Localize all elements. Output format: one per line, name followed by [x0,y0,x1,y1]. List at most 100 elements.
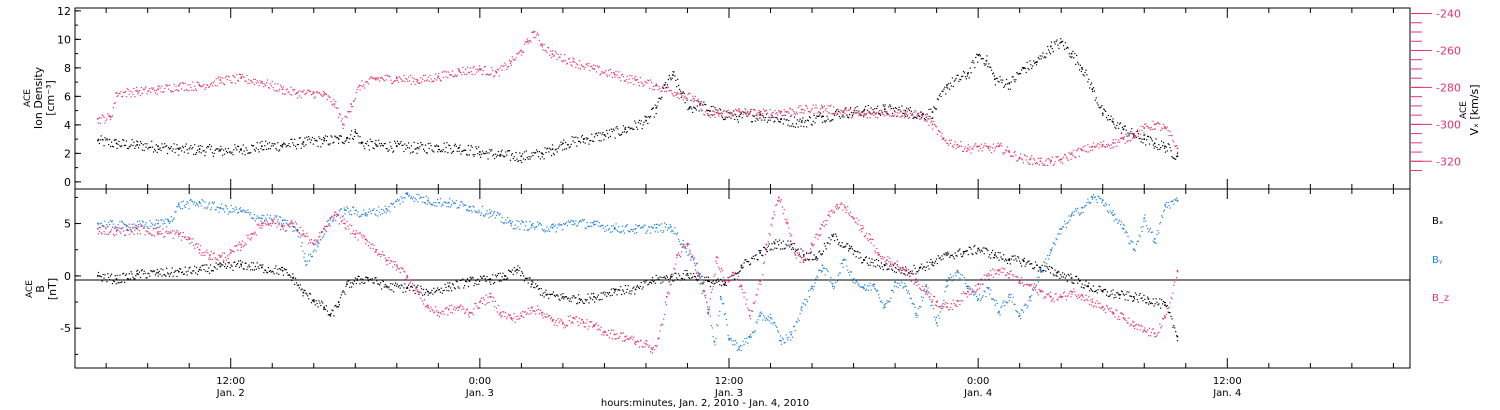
top-density-point [364,148,366,150]
bottom-b-point [737,348,740,350]
top-velocity-point [607,69,610,71]
top-velocity-point [697,98,699,100]
bottom-b-point [189,199,191,201]
top-density-point [395,145,398,147]
top-density-point [593,136,596,138]
top-density-point [1146,139,1148,141]
top-density-point [151,140,153,142]
bottom-b-point [623,293,626,295]
bottom-b-point [178,271,180,273]
top-velocity-point [704,114,706,116]
bottom-b-point [238,266,241,268]
bottom-b-point [551,293,554,295]
top-density-point [522,158,525,160]
top-velocity-point [158,85,160,87]
bottom-b-point [342,290,344,292]
bottom-b-point [628,231,630,233]
top-density-point [877,113,880,115]
bottom-b-point [97,275,99,277]
top-density-point [472,153,474,156]
bottom-b-point [811,285,813,288]
bottom-b-point [267,223,270,225]
bottom-b-point [759,250,761,252]
bottom-b-point [309,293,312,295]
top-velocity-point [432,80,434,82]
bottom-b-point [1033,267,1036,269]
top-velocity-point [892,115,895,117]
top-velocity-point [598,65,600,68]
bottom-b-point [1087,285,1089,288]
bottom-b-point [318,242,320,245]
top-velocity-point [236,74,238,76]
bottom-b-point [288,223,290,225]
top-density-point [419,146,421,148]
top-velocity-point [184,82,186,85]
bottom-b-point [1062,276,1065,278]
top-density-point [575,136,577,138]
bottom-b-point [920,296,923,298]
top-density-point [929,115,931,118]
top-velocity-point [948,144,950,146]
bottom-b-point [360,215,362,217]
bottom-b-point [125,229,128,231]
bottom-b-point [602,224,604,226]
bottom-b-point [434,291,436,293]
top-velocity-point [754,109,756,112]
top-density-point [738,115,741,118]
bottom-b-point [427,197,429,199]
bottom-b-point [918,269,920,271]
bottom-b-point [321,231,323,234]
top-velocity-point [127,89,129,91]
top-velocity-point [910,114,912,117]
top-velocity-point [144,87,146,89]
bottom-b-point [737,272,740,274]
top-density-point [754,120,756,122]
top-density-point [163,146,165,148]
bottom-b-point [880,300,882,302]
top-density-point [1105,116,1108,119]
top-velocity-point [1018,156,1021,159]
bottom-b-point [531,223,533,226]
top-density-point [798,120,800,122]
bottom-b-point [215,262,217,264]
top-velocity-point [1122,137,1124,139]
top-density-point [1020,69,1023,71]
top-velocity-point [749,113,751,115]
bottom-b-point [120,227,122,229]
top-velocity-point [365,81,368,83]
top-density-point [424,144,427,146]
top-density-point [371,140,373,143]
bottom-b-point [1155,298,1157,300]
bottom-b-point [927,287,929,289]
bottom-b-point [908,272,911,274]
bottom-b-point [764,248,767,250]
bottom-b-point [860,256,862,259]
bottom-b-point [637,286,640,289]
bottom-b-point [948,277,950,279]
bottom-b-point [1040,271,1042,273]
top-density-point [516,158,518,160]
top-density-point [1099,107,1101,109]
top-density-point [731,112,733,114]
top-velocity-point [702,105,704,107]
top-density-point [234,144,236,146]
top-velocity-point [349,111,351,113]
top-velocity-point [102,115,104,117]
top-velocity-point [923,120,925,122]
bottom-b-point [239,207,242,209]
top-velocity-point [862,112,864,114]
top-density-point [169,147,171,149]
top-velocity-point [747,115,749,117]
top-density-point [735,114,737,116]
top-density-point [801,119,803,121]
top-density-point [986,55,988,57]
top-density-point [104,137,106,139]
top-density-point [1133,134,1135,136]
top-density-point [692,111,694,113]
bottom-b-point [853,279,855,281]
top-velocity-point [495,71,498,73]
top-density-point [440,150,442,152]
top-density-point [311,136,313,139]
top-velocity-point [606,74,608,76]
bottom-b-point [306,263,308,266]
